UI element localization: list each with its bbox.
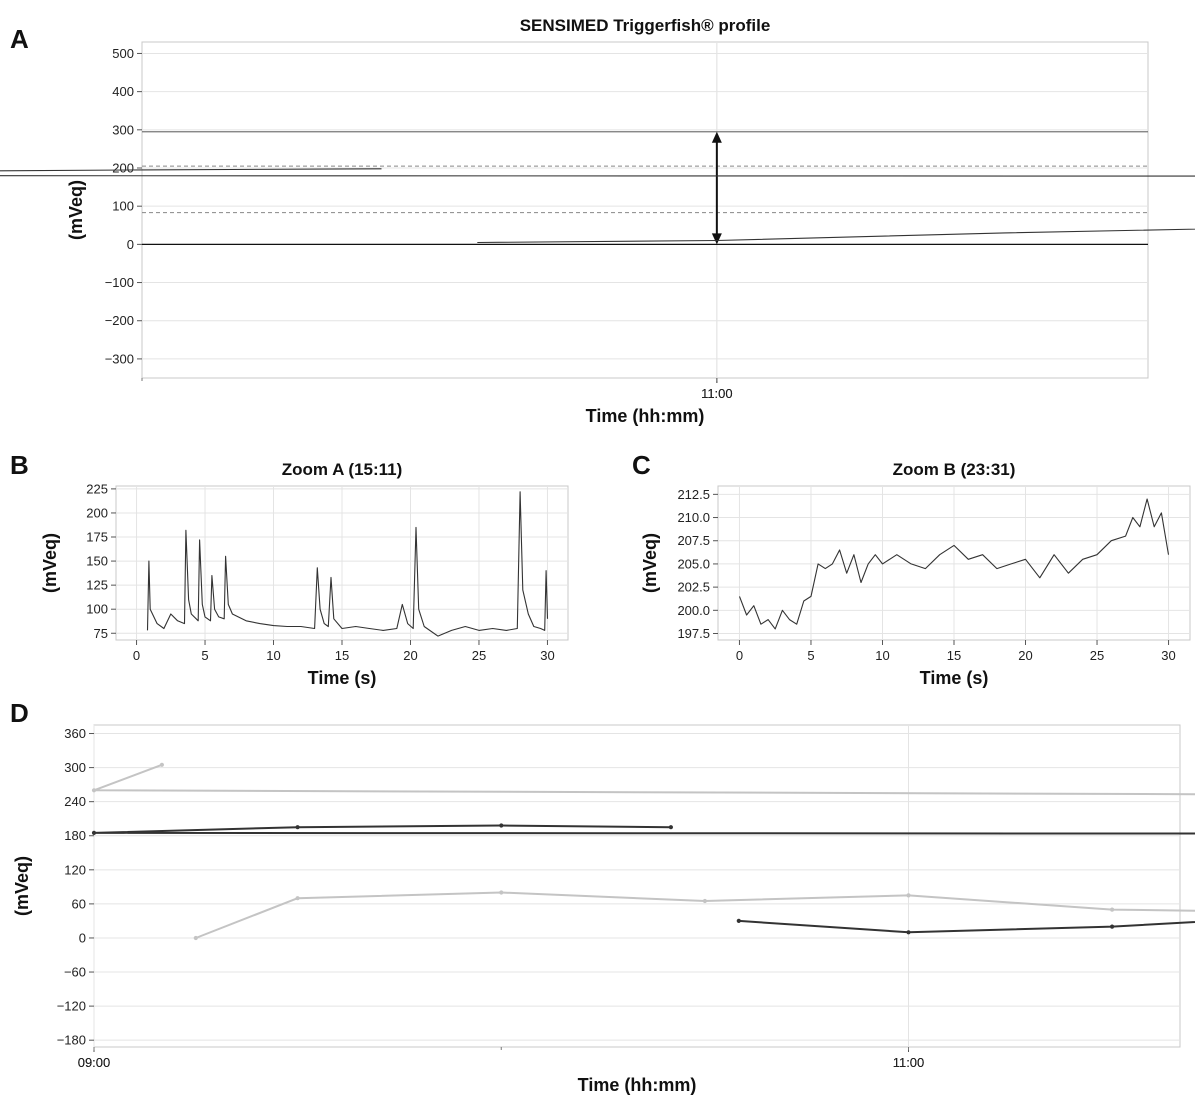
y-tick-label: −180 [57,1033,86,1048]
y-axis-label-d: (mVeq) [12,856,32,916]
x-tick-label: 15 [335,648,349,663]
chart-title-a: SENSIMED Triggerfish® profile [520,16,771,35]
x-axis-label-a: Time (hh:mm) [586,406,705,426]
y-tick-label: 212.5 [677,487,710,502]
data-point [295,896,300,901]
panel-letter-a: A [10,24,29,54]
y-tick-label: −100 [105,275,134,290]
data-point [193,935,198,941]
y-tick-label: 225 [86,481,108,496]
data-point [668,825,674,830]
panel-b: 0 5 10 15 20 25 30 75 100 125 150 175 200 225 Zoom A (… [40,460,569,688]
y-tick-label: 360 [64,726,86,741]
data-point [91,830,97,836]
y-tick-label: 0 [127,237,134,252]
x-tick-label: 11:00 [701,386,733,401]
y-tick-label: 205.0 [677,556,710,571]
panel-a: 11:0013:0015:0017:0019:0021:0023:0001:00… [0,16,1195,426]
x-axis-label-c: Time (s) [920,668,989,688]
x-tick-label: 0 [133,648,140,663]
y-tick-label: 500 [112,46,134,61]
x-tick-label: 11:00 [893,1055,925,1070]
series-line-0 [146,491,549,637]
panel-letter-d: D [10,698,29,728]
chart-title-b: Zoom A (15:11) [282,460,403,479]
chart-title-c: Zoom B (23:31) [893,460,1016,479]
y-tick-label: 197.5 [677,626,710,641]
data-point [906,930,911,935]
y-tick-label: 200.0 [677,603,710,618]
x-tick-label: 20 [403,648,417,663]
y-axis-label-a: (mVeq) [66,180,86,240]
data-point [1110,907,1115,912]
x-tick-label: 25 [472,648,486,663]
data-point [702,898,708,904]
y-tick-label: 210.0 [677,510,710,525]
x-tick-label: 5 [201,648,208,663]
panel-letter-b: B [10,450,29,480]
y-tick-label: −200 [105,313,134,328]
x-tick-label: 30 [1161,648,1175,663]
y-tick-label: −300 [105,351,134,366]
y-tick-label: 75 [94,626,108,641]
y-tick-label: 60 [72,896,86,911]
x-tick-label: 11:00 [701,386,733,401]
y-tick-label: 202.5 [677,580,710,595]
range-arrow-head-bottom [711,233,722,245]
panel-d: 09:0011:0013:0015:0017:0019:0021:0023:00… [12,724,1195,1095]
data-point [295,825,300,830]
data-point [1110,924,1115,929]
x-tick-label: 15 [947,648,961,663]
data-point [736,918,741,924]
y-axis-label-c: (mVeq) [640,533,660,593]
y-tick-label: 120 [64,862,86,877]
x-tick-label: 20 [1018,648,1032,663]
plot-area-a [141,41,1149,379]
data-point [499,890,504,895]
y-tick-label: 125 [86,578,108,593]
y-tick-label: 100 [112,199,134,214]
data-point [499,823,504,828]
range-arrow-head-top [711,131,722,143]
plot-area-d [93,724,1181,1048]
panel-c: 0 5 10 15 20 25 30 197.5 200.0 202.5 205.0 207.5 210… [640,460,1191,688]
x-tick-label: 10 [266,648,280,663]
x-tick-label: 09:00 [78,1055,111,1070]
y-tick-label: 400 [112,84,134,99]
x-tick-label: 30 [540,648,554,663]
y-tick-label: 0 [79,930,86,945]
y-tick-label: −120 [57,999,86,1014]
data-point [159,762,164,767]
y-axis-label-b: (mVeq) [40,533,60,593]
y-tick-label: 240 [64,794,86,809]
data-point [906,893,911,898]
panel-letter-c: C [632,450,651,480]
x-tick-label: 11:00 [893,1055,925,1070]
data-point [91,788,97,793]
x-axis-label-b: Time (s) [308,668,377,688]
y-tick-label: 300 [112,122,134,137]
y-tick-label: 200 [86,505,108,520]
y-tick-label: 150 [86,554,108,569]
x-tick-label: 25 [1090,648,1104,663]
y-tick-label: 180 [64,828,86,843]
x-tick-label: 0 [736,648,743,663]
y-tick-label: 100 [86,602,108,617]
x-tick-label: 5 [807,648,814,663]
y-tick-label: 207.5 [677,533,710,548]
y-tick-label: 200 [112,161,134,176]
y-tick-label: 300 [64,760,86,775]
x-tick-label: 09:00 [78,1055,111,1070]
series-line-0 [738,498,1170,630]
y-tick-label: −60 [64,965,86,980]
x-axis-label-d: Time (hh:mm) [578,1075,697,1095]
y-tick-label: 175 [86,530,108,545]
x-tick-label: 10 [875,648,889,663]
